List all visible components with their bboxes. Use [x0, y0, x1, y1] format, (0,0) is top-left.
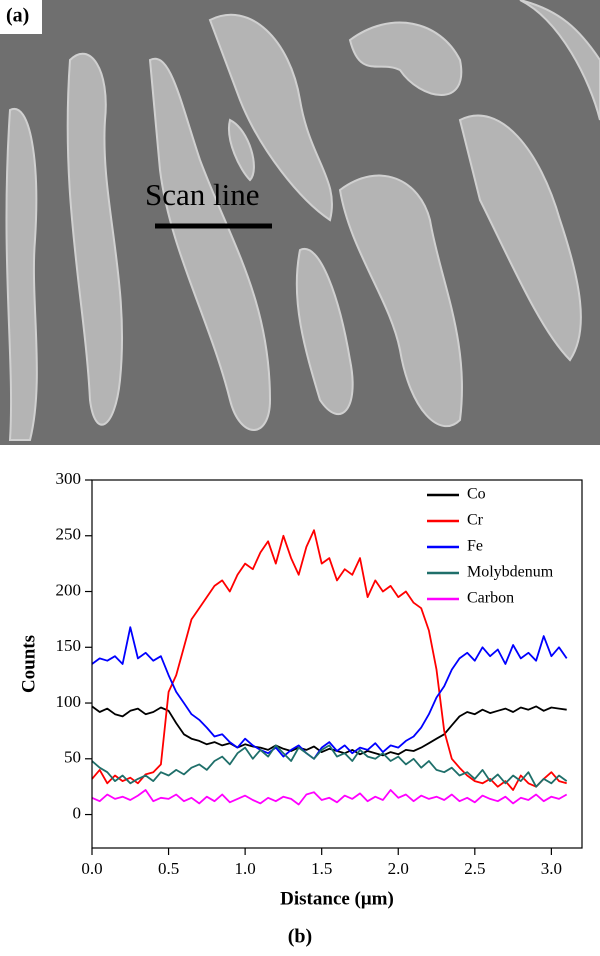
plot-frame	[91, 479, 583, 849]
x-tick-label: 2.5	[464, 859, 485, 878]
x-axis-label: Distance (μm)	[280, 888, 394, 909]
chart: Counts Distance (μm) (b) 0 50 100 150 200 250…	[18, 469, 583, 948]
sem-image: (a) Scan line	[0, 0, 600, 445]
x-tick-label: 1.5	[311, 859, 332, 878]
legend-label: Cr	[467, 512, 484, 529]
legend-label: Co	[467, 486, 486, 503]
y-tick-label: 150	[56, 636, 82, 655]
data-line	[91, 529, 567, 791]
y-tick-label: 50	[64, 748, 81, 767]
annotation: Scan line	[145, 177, 260, 212]
legend-label: Carbon	[467, 590, 514, 607]
data-line	[91, 626, 568, 760]
y-tick-label: 100	[56, 692, 82, 711]
legend-label: Fe	[467, 538, 483, 555]
data-line	[91, 744, 568, 788]
y-tick-label: 200	[56, 580, 82, 599]
x-tick-label: 0.5	[158, 859, 179, 878]
x-tick-label: 2.0	[388, 859, 409, 878]
y-tick-label: 0	[73, 803, 82, 822]
y-axis-label: Counts	[18, 635, 39, 693]
panel-label: (a)	[6, 5, 29, 27]
y-tick-label: 250	[56, 525, 82, 544]
x-tick-label: 1.0	[235, 859, 256, 878]
y-tick-label: 300	[56, 469, 82, 488]
panel-label: (b)	[288, 926, 312, 948]
legend-label: Molybdenum	[467, 564, 554, 581]
data-line	[91, 705, 567, 757]
x-tick-label: 3.0	[541, 859, 562, 878]
x-tick-label: 0.0	[81, 859, 102, 878]
data-line	[91, 789, 568, 806]
